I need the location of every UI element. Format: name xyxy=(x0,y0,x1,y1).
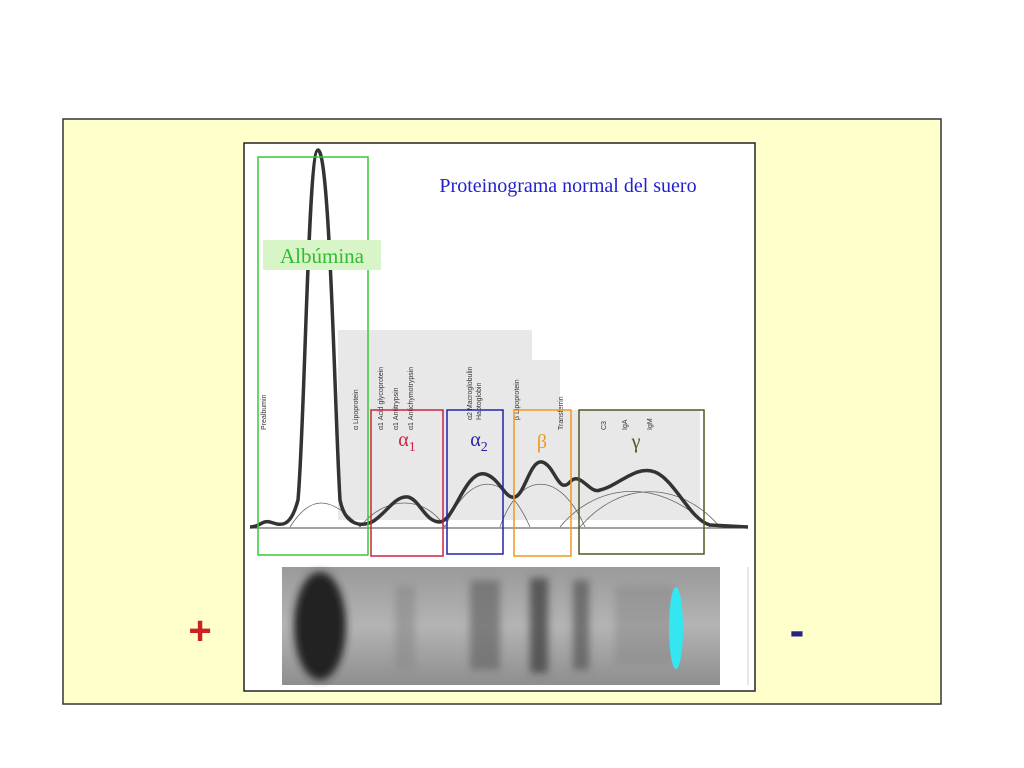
negative-pole: - xyxy=(790,606,805,655)
protein-label: Transferrin xyxy=(558,396,565,430)
protein-label: IgM xyxy=(647,418,654,430)
protein-label: Prealbumin xyxy=(261,394,268,430)
beta-label: β xyxy=(537,431,547,453)
protein-label: Haptoglobin xyxy=(476,383,483,420)
gamma-label: γ xyxy=(631,431,641,453)
alpha2-box xyxy=(446,409,504,555)
label-backdrop xyxy=(338,330,700,520)
figure-title: Proteinograma normal del suero xyxy=(439,175,696,197)
electrophoresis-curve xyxy=(249,148,749,529)
protein-label: α1 Antitrypsin xyxy=(393,387,400,430)
gamma-box xyxy=(578,409,705,555)
beta-box xyxy=(513,409,572,557)
alpha1-box xyxy=(370,409,444,557)
protein-label: α1 Antichymotrypsin xyxy=(408,367,415,430)
alpha1-label: α1 xyxy=(398,429,415,455)
sample-marker xyxy=(669,587,683,669)
protein-label: α Lipoprotein xyxy=(353,389,360,430)
protein-labels: Prealbumin α Lipoprotein α1 Acid glycoprot… xyxy=(261,366,654,430)
protein-label: β Lipoprotein xyxy=(514,379,521,420)
protein-label: IgA xyxy=(622,419,629,430)
positive-pole: + xyxy=(188,609,211,653)
alpha2-label: α2 xyxy=(470,429,487,455)
protein-label: α1 Acid glycoprotein xyxy=(378,367,385,430)
protein-label: C3 xyxy=(601,421,608,430)
albumin-box xyxy=(257,156,369,556)
albumin-label-bg xyxy=(263,240,381,270)
protein-label: α2 Macroglobulin xyxy=(467,366,474,420)
gel-bands xyxy=(294,572,675,680)
albumin-label: Albúmina xyxy=(280,244,365,268)
